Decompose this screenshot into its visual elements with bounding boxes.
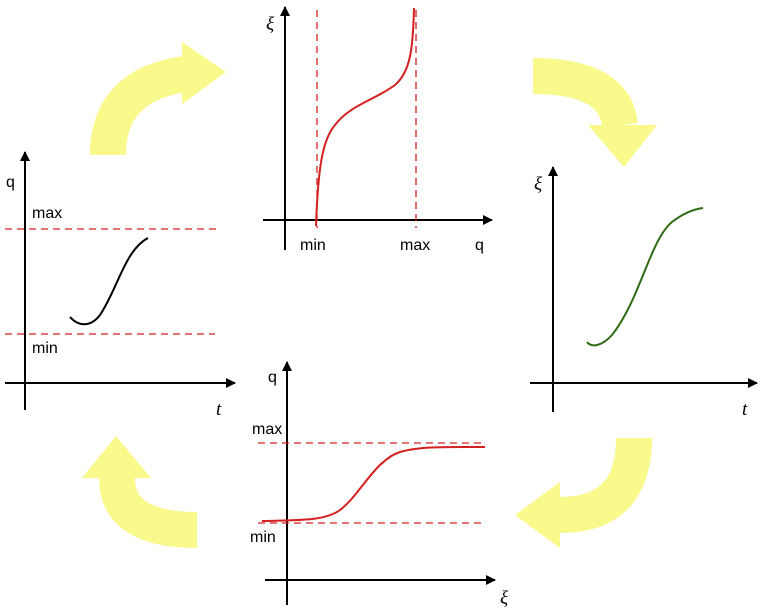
x-label: t xyxy=(742,399,748,420)
max-label: max xyxy=(32,205,62,222)
panel-xi-t: ξ t xyxy=(530,166,758,420)
max-label: max xyxy=(400,237,430,254)
min-label: min xyxy=(250,529,276,546)
min-label: min xyxy=(32,340,58,357)
y-label: ξ xyxy=(266,14,275,35)
x-label: t xyxy=(216,399,222,420)
x-label: ξ xyxy=(500,588,509,609)
panel-q-xi: q max min ξ xyxy=(250,361,509,609)
panel-xi-q: ξ min max q xyxy=(263,6,493,254)
cycle-arrows xyxy=(82,42,657,548)
y-label: q xyxy=(268,369,277,386)
min-label: min xyxy=(300,237,326,254)
x-label: q xyxy=(475,237,484,254)
y-label: ξ xyxy=(534,174,543,195)
panel-q-t: q max min t xyxy=(5,151,236,420)
max-label: max xyxy=(252,421,282,438)
y-label: q xyxy=(6,174,15,191)
